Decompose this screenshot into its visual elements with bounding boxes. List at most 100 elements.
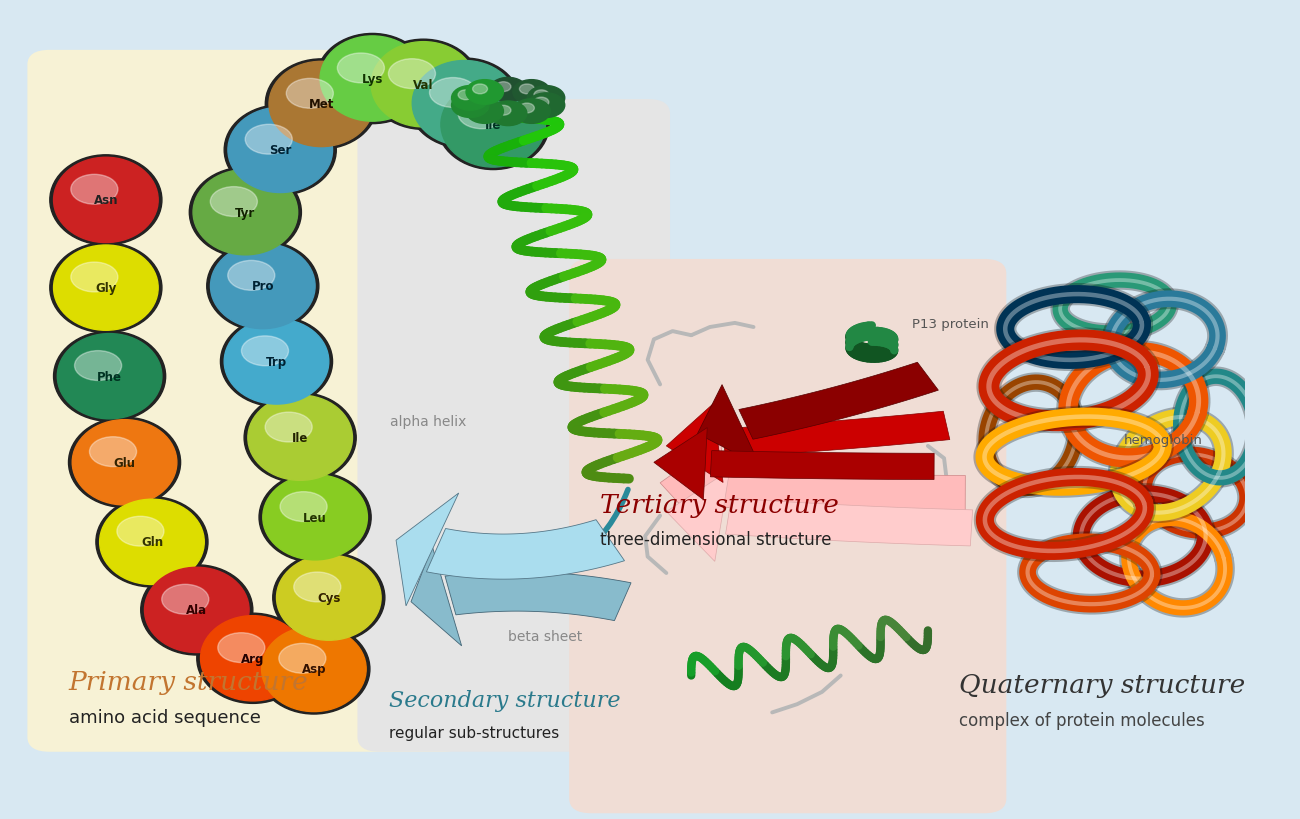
Ellipse shape — [242, 337, 289, 366]
Ellipse shape — [227, 108, 333, 193]
Polygon shape — [660, 438, 723, 536]
Ellipse shape — [224, 319, 329, 405]
Polygon shape — [738, 363, 939, 440]
Circle shape — [465, 100, 503, 124]
Circle shape — [458, 98, 473, 108]
Ellipse shape — [53, 332, 165, 422]
Ellipse shape — [161, 585, 209, 614]
Polygon shape — [426, 520, 624, 579]
Ellipse shape — [221, 317, 333, 407]
Ellipse shape — [53, 246, 159, 331]
Text: regular sub-structures: regular sub-structures — [389, 725, 559, 740]
Ellipse shape — [248, 396, 352, 481]
Circle shape — [458, 91, 473, 101]
Text: Ile: Ile — [485, 119, 502, 132]
Ellipse shape — [320, 37, 425, 122]
Text: Phe: Phe — [98, 370, 122, 383]
Text: three-dimensional structure: three-dimensional structure — [601, 531, 832, 549]
Ellipse shape — [100, 500, 204, 585]
Ellipse shape — [263, 475, 368, 560]
Circle shape — [528, 87, 564, 111]
Ellipse shape — [265, 413, 312, 442]
Ellipse shape — [294, 572, 341, 602]
Polygon shape — [445, 572, 630, 621]
Ellipse shape — [337, 54, 385, 84]
Ellipse shape — [278, 644, 326, 673]
Circle shape — [465, 80, 503, 105]
Text: Arg: Arg — [240, 652, 264, 665]
Ellipse shape — [70, 263, 118, 292]
Ellipse shape — [269, 62, 373, 147]
Circle shape — [490, 102, 526, 126]
Ellipse shape — [441, 83, 546, 168]
Ellipse shape — [211, 188, 257, 217]
Ellipse shape — [53, 158, 159, 243]
Circle shape — [473, 104, 488, 114]
Ellipse shape — [69, 418, 181, 508]
Text: Ile: Ile — [292, 432, 308, 445]
Polygon shape — [698, 385, 760, 467]
Circle shape — [490, 79, 526, 103]
Text: Secondary structure: Secondary structure — [389, 689, 620, 711]
Ellipse shape — [257, 624, 370, 714]
Ellipse shape — [458, 100, 506, 129]
Circle shape — [497, 83, 511, 93]
Text: Trp: Trp — [266, 355, 287, 369]
Text: Glu: Glu — [113, 456, 135, 469]
Polygon shape — [654, 428, 707, 500]
Ellipse shape — [372, 43, 476, 128]
Circle shape — [514, 100, 550, 124]
Circle shape — [528, 93, 564, 118]
Ellipse shape — [211, 244, 315, 329]
Text: hemoglobin: hemoglobin — [1123, 434, 1202, 447]
Text: Asp: Asp — [302, 663, 326, 676]
Ellipse shape — [280, 492, 328, 522]
Circle shape — [451, 93, 489, 118]
Text: Pro: Pro — [251, 280, 274, 293]
Ellipse shape — [70, 175, 118, 205]
Text: Quaternary structure: Quaternary structure — [959, 672, 1245, 697]
Text: complex of protein molecules: complex of protein molecules — [959, 711, 1205, 729]
Text: Tyr: Tyr — [235, 206, 256, 219]
Text: Cys: Cys — [317, 591, 341, 604]
Ellipse shape — [96, 497, 208, 587]
Circle shape — [520, 104, 534, 114]
Polygon shape — [719, 468, 966, 515]
Ellipse shape — [144, 568, 250, 653]
Ellipse shape — [192, 170, 298, 256]
Ellipse shape — [90, 437, 136, 467]
Ellipse shape — [74, 351, 122, 381]
Ellipse shape — [227, 261, 274, 291]
Ellipse shape — [429, 79, 477, 108]
Ellipse shape — [218, 633, 265, 663]
Ellipse shape — [408, 59, 520, 149]
Polygon shape — [411, 546, 462, 646]
Ellipse shape — [244, 393, 356, 483]
Polygon shape — [725, 499, 972, 546]
Text: beta sheet: beta sheet — [508, 630, 582, 644]
Ellipse shape — [286, 79, 333, 109]
Ellipse shape — [190, 168, 302, 258]
Text: P13 protein: P13 protein — [911, 318, 988, 331]
FancyBboxPatch shape — [569, 260, 1006, 813]
Ellipse shape — [117, 517, 164, 546]
Polygon shape — [667, 470, 729, 562]
Ellipse shape — [57, 334, 162, 419]
Ellipse shape — [207, 242, 318, 332]
Ellipse shape — [261, 627, 367, 712]
FancyBboxPatch shape — [358, 100, 670, 752]
Ellipse shape — [316, 34, 429, 124]
Circle shape — [534, 91, 549, 101]
Ellipse shape — [196, 613, 309, 704]
Circle shape — [514, 80, 550, 105]
Circle shape — [520, 85, 534, 95]
Text: His: His — [454, 97, 474, 111]
Ellipse shape — [273, 553, 385, 643]
Text: Ser: Ser — [269, 144, 291, 157]
FancyBboxPatch shape — [27, 51, 464, 752]
Text: Gly: Gly — [95, 282, 117, 295]
Ellipse shape — [49, 243, 162, 333]
Ellipse shape — [437, 80, 550, 170]
Ellipse shape — [389, 60, 436, 89]
Text: Lys: Lys — [361, 73, 384, 86]
